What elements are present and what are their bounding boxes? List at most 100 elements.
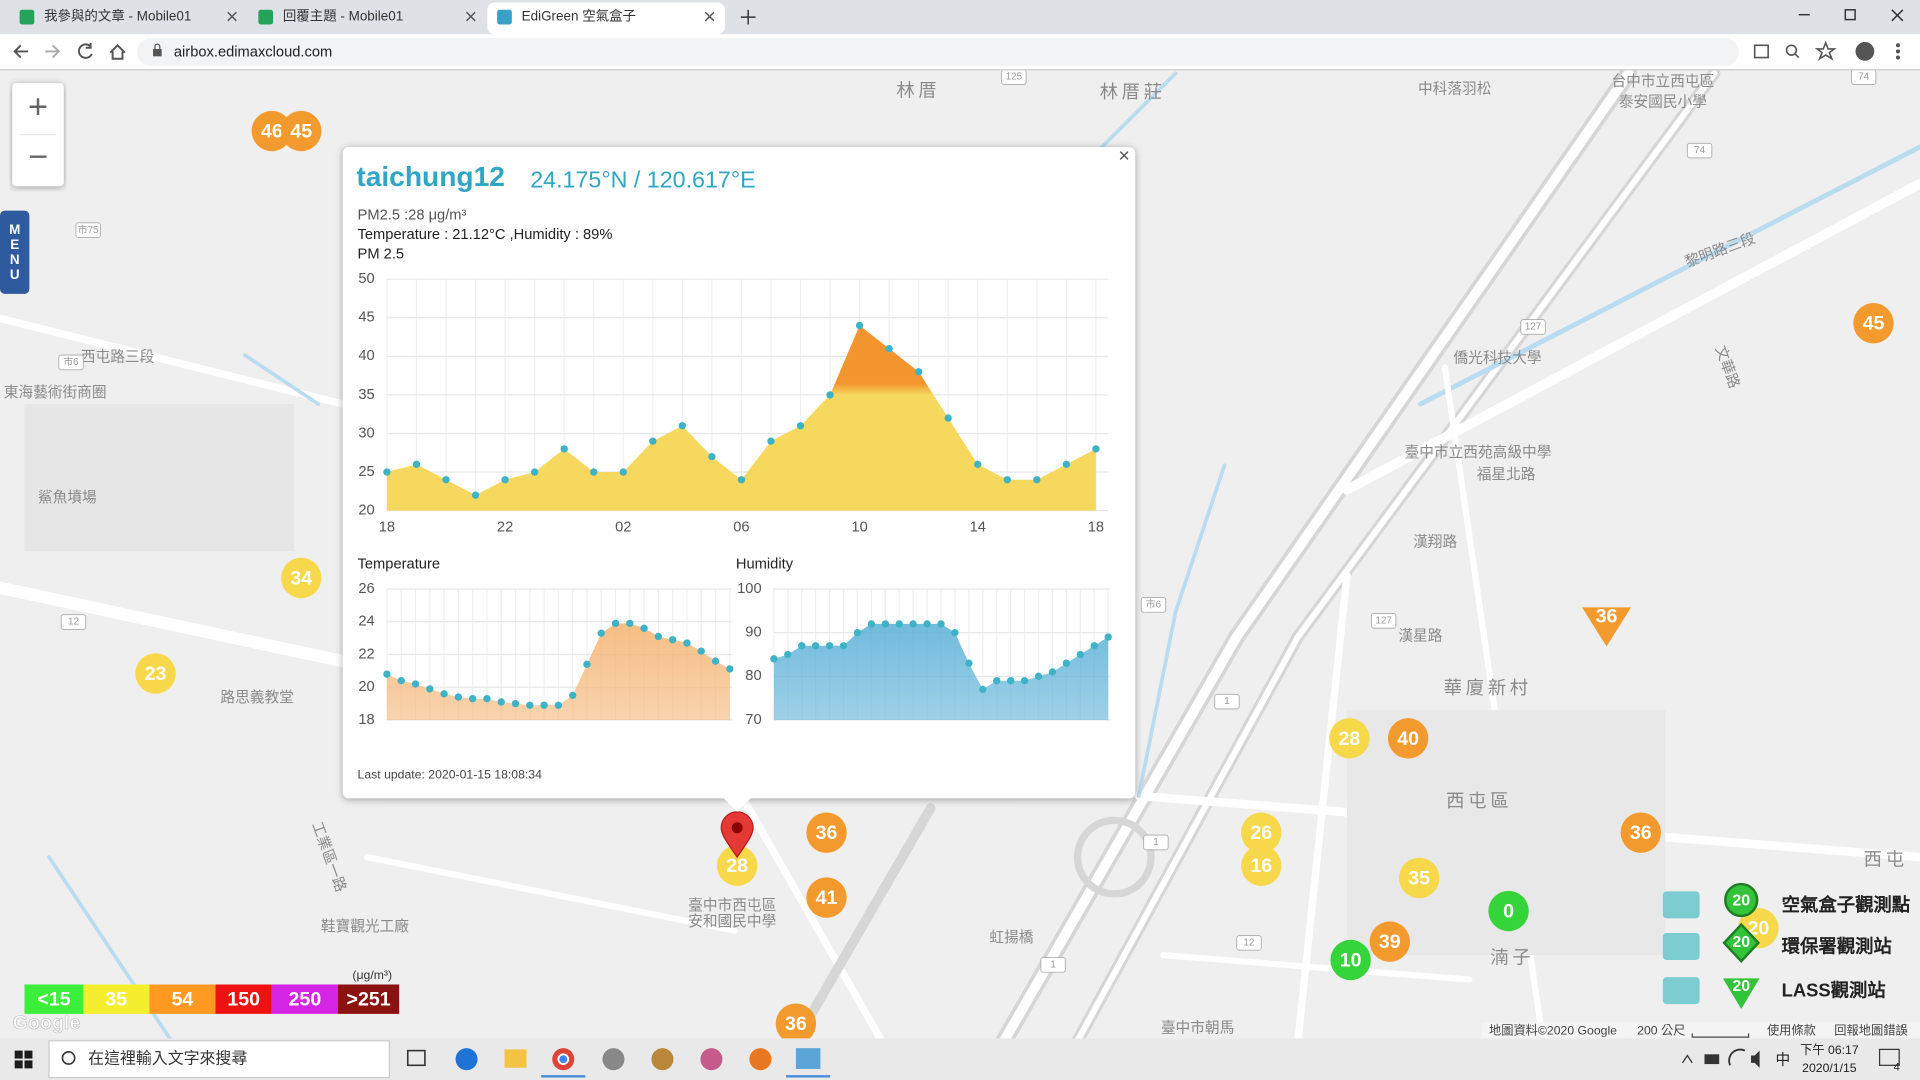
tab-close [704, 11, 715, 22]
scale-label: 35 [105, 989, 127, 1011]
data-point [825, 642, 834, 650]
tab-strip [0, 0, 1920, 35]
map-label: 臺中市朝馬 [1161, 1019, 1234, 1036]
search-placeholder[interactable]: 在這裡輸入文字來搜尋 [88, 1048, 247, 1067]
road-shield [1040, 957, 1066, 973]
map-marker[interactable] [1387, 718, 1429, 759]
attribution-bg [1481, 1022, 1920, 1039]
station-type-icon [1662, 977, 1700, 1005]
map-marker[interactable] [1488, 890, 1529, 932]
map-label: 漢星路 [1398, 628, 1442, 645]
data-point [1003, 476, 1011, 484]
data-point [1006, 677, 1015, 685]
search-box[interactable] [48, 1040, 390, 1079]
map-marker[interactable] [775, 1003, 817, 1044]
map-scale: 200 公尺 [1637, 1023, 1685, 1037]
road-number: 127 [1376, 615, 1392, 626]
data-point [649, 437, 657, 445]
map-marker[interactable] [716, 845, 758, 886]
map-marker[interactable] [1620, 812, 1662, 853]
marker-value: 26 [1250, 822, 1272, 844]
tab-close [227, 11, 237, 22]
x-tick-label: 22 [497, 520, 513, 536]
map-marker[interactable] [1582, 607, 1632, 647]
data-point [979, 685, 987, 694]
map-marker[interactable] [806, 812, 847, 853]
map-label: 泰安國民小學 [1619, 93, 1707, 111]
map-marker[interactable] [1330, 939, 1371, 981]
tray-icons [1681, 1048, 1760, 1068]
road-shield [1143, 834, 1169, 851]
taskbar-apps[interactable] [406, 1048, 831, 1078]
data-point [483, 695, 491, 703]
map-label: 臺中市西屯區 [688, 897, 776, 914]
popup-pointer [722, 797, 752, 812]
road-shield [75, 222, 101, 238]
map-report[interactable]: 回報地圖錯誤 [1834, 1022, 1907, 1037]
url[interactable]: airbox.edimaxcloud.com [174, 45, 332, 61]
road-shield [1236, 935, 1262, 951]
zoom-in[interactable]: + [28, 88, 48, 126]
map-label: 台中市立西屯區 [1611, 73, 1714, 90]
tab-title[interactable]: 我參與的文章 - Mobile01 [44, 8, 191, 24]
map-marker[interactable] [806, 877, 847, 918]
scale-box [83, 984, 150, 1014]
omnibox[interactable] [137, 37, 1739, 67]
data-point [909, 620, 917, 628]
x-tick-label: 18 [1088, 520, 1104, 536]
map-label: 鞋寶觀光工廠 [321, 917, 409, 935]
map-marker[interactable] [281, 110, 322, 152]
map-marker[interactable] [1853, 303, 1894, 344]
data-point [798, 642, 806, 650]
data-point [678, 422, 687, 430]
data-point [1020, 677, 1029, 685]
ime-indicator[interactable]: 中 [1776, 1051, 1791, 1068]
menu-label[interactable]: MENU [7, 222, 22, 282]
station-name: taichung12 [356, 161, 505, 192]
action-center[interactable] [1878, 1048, 1900, 1066]
clock-date[interactable]: 2020/1/15 [1802, 1061, 1857, 1075]
map-marker[interactable] [1398, 857, 1440, 899]
marker-value: 46 [261, 120, 283, 142]
menu-button[interactable] [0, 210, 30, 294]
map-label: 臺中市立西苑高級中學 [1405, 443, 1552, 461]
map-marker[interactable] [1329, 718, 1370, 759]
clock-time[interactable]: 下午 06:17 [1800, 1043, 1859, 1057]
popup-close[interactable]: × [1118, 145, 1129, 167]
area [386, 623, 730, 720]
pm-scale: <15 35 54 150 250 >251 [24, 984, 400, 1014]
scale-label: 54 [172, 989, 194, 1011]
data-point [383, 468, 391, 476]
map-marker[interactable] [251, 110, 293, 152]
road-number: 市6 [1146, 597, 1162, 610]
start-button[interactable] [14, 1050, 33, 1069]
area [773, 623, 1109, 720]
data-point [867, 620, 876, 628]
data-point [1062, 460, 1071, 468]
station-type-icon [1662, 891, 1700, 919]
tab-title[interactable]: EdiGreen 空氣盒子 [522, 8, 636, 24]
data-point [796, 422, 805, 430]
map-label: 西屯區 [1446, 790, 1512, 811]
y-tick-label: 26 [358, 581, 374, 597]
road-number: 1 [1224, 696, 1229, 707]
zoom-out[interactable]: − [28, 138, 48, 176]
map-label: 路思義教堂 [220, 689, 293, 706]
map-marker[interactable] [1369, 921, 1410, 962]
map-marker[interactable] [281, 557, 322, 599]
map-marker[interactable] [135, 653, 176, 694]
nav-buttons[interactable] [13, 42, 126, 60]
toolbar-icons [1753, 40, 1900, 61]
tab-title[interactable]: 回覆主題 - Mobile01 [283, 9, 403, 24]
data-point [767, 437, 775, 445]
y-tick-label: 24 [358, 614, 374, 630]
tab-favicon [258, 9, 274, 25]
scale-label: <15 [37, 989, 70, 1011]
data-point [442, 476, 450, 484]
data-point [881, 620, 889, 628]
map-marker[interactable] [1241, 845, 1282, 886]
map-marker[interactable] [1241, 812, 1282, 853]
road-shield [1371, 613, 1397, 629]
map-terms[interactable]: 使用條款 [1767, 1022, 1816, 1037]
